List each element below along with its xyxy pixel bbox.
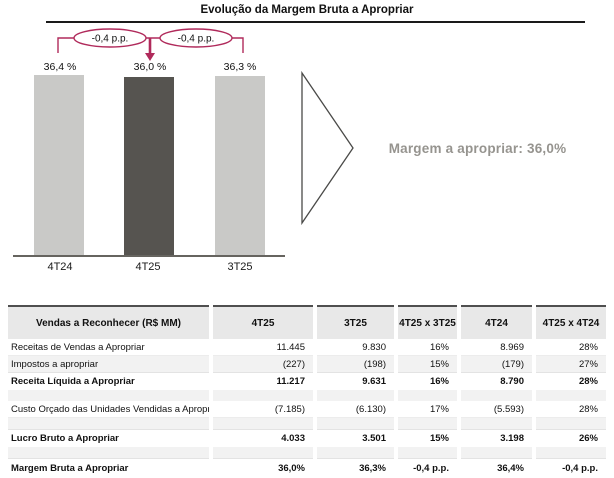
chart-title: Evolução da Margem Bruta a Apropriar	[200, 4, 414, 16]
cell: (227)	[209, 355, 315, 373]
cell: 11.445	[209, 339, 315, 356]
row-label: Impostos a apropriar	[8, 355, 211, 373]
table-header-cell: 4T25 x 3T25	[394, 306, 459, 339]
table-header-cell: 4T25	[209, 306, 315, 339]
cell: 27%	[532, 355, 606, 373]
right-triangle-icon	[301, 70, 354, 226]
table-row: Receitas de Vendas a Apropriar 11.445 9.…	[8, 339, 606, 356]
cell: (198)	[313, 355, 396, 373]
table-row: Margem Bruta a Apropriar 36,0% 36,3% -0,…	[8, 458, 606, 477]
x-axis-label: 4T24	[47, 261, 73, 273]
cell: (179)	[457, 355, 534, 373]
annotation-ellipse	[73, 28, 147, 48]
cell: 36,3%	[313, 458, 396, 477]
cell: 28%	[532, 372, 606, 390]
bar-4t24	[34, 75, 84, 255]
spacer-row	[8, 417, 606, 430]
x-axis-line	[13, 255, 285, 257]
spacer-row	[8, 447, 606, 459]
bar-4t25	[124, 77, 174, 255]
row-label: Margem Bruta a Apropriar	[8, 458, 211, 477]
title-underline	[46, 21, 585, 23]
cell: -0,4 p.p.	[532, 458, 606, 477]
bar-value-label: 36,3 %	[223, 61, 257, 73]
table-header-cell: 3T25	[313, 306, 396, 339]
cell: 3.198	[457, 429, 534, 447]
cell: 8.969	[457, 339, 534, 356]
table-row: Impostos a apropriar (227) (198) 15% (17…	[8, 355, 606, 373]
table-header-cell: 4T25 x 4T24	[532, 306, 606, 339]
cell: 36,0%	[209, 458, 315, 477]
cell: (7.185)	[209, 401, 315, 418]
cell: 26%	[532, 429, 606, 447]
cell: 16%	[394, 372, 459, 390]
cell: 4.033	[209, 429, 315, 447]
cell: 9.830	[313, 339, 396, 356]
cell: 3.501	[313, 429, 396, 447]
cell: 11.217	[209, 372, 315, 390]
cell: 16%	[394, 339, 459, 356]
x-axis-label: 3T25	[227, 261, 253, 273]
cell: (5.593)	[457, 401, 534, 418]
row-label: Custo Orçado das Unidades Vendidas a Apr…	[8, 401, 211, 418]
annotation-label: -0,4 p.p.	[178, 34, 215, 45]
table-header-row: Vendas a Reconhecer (R$ MM) 4T25 3T25 4T…	[8, 306, 606, 339]
down-arrow-head-icon	[145, 53, 155, 61]
annotation-ellipse	[159, 28, 233, 48]
table-header-cell: 4T24	[457, 306, 534, 339]
cell: 15%	[394, 355, 459, 373]
x-axis-label: 4T25	[135, 261, 161, 273]
table-row: Custo Orçado das Unidades Vendidas a Apr…	[8, 401, 606, 418]
row-label: Receitas de Vendas a Apropriar	[8, 339, 211, 356]
cell: 9.631	[313, 372, 396, 390]
spacer-row	[8, 390, 606, 401]
annotation-label: -0,4 p.p.	[92, 34, 129, 45]
table-header-cell: Vendas a Reconhecer (R$ MM)	[8, 306, 211, 339]
cell: -0,4 p.p.	[394, 458, 459, 477]
row-label: Receita Líquida a Apropriar	[8, 372, 211, 390]
cell: (6.130)	[313, 401, 396, 418]
row-label: Lucro Bruto a Apropriar	[8, 429, 211, 447]
vendas-a-reconhecer-table: Vendas a Reconhecer (R$ MM) 4T25 3T25 4T…	[8, 305, 606, 477]
bar-value-label: 36,4 %	[43, 61, 77, 73]
table-row: Lucro Bruto a Apropriar 4.033 3.501 15% …	[8, 429, 606, 447]
cell: 28%	[532, 401, 606, 418]
cell: 28%	[532, 339, 606, 356]
bar-value-label: 36,0 %	[133, 61, 167, 73]
callout-text: Margem a apropriar: 36,0%	[388, 141, 567, 156]
cell: 36,4%	[457, 458, 534, 477]
table-row: Receita Líquida a Apropriar 11.217 9.631…	[8, 372, 606, 390]
annotation-group: -0,4 p.p. -0,4 p.p.	[57, 28, 244, 61]
cell: 17%	[394, 401, 459, 418]
bar-3t25	[215, 76, 265, 255]
cell: 15%	[394, 429, 459, 447]
cell: 8.790	[457, 372, 534, 390]
